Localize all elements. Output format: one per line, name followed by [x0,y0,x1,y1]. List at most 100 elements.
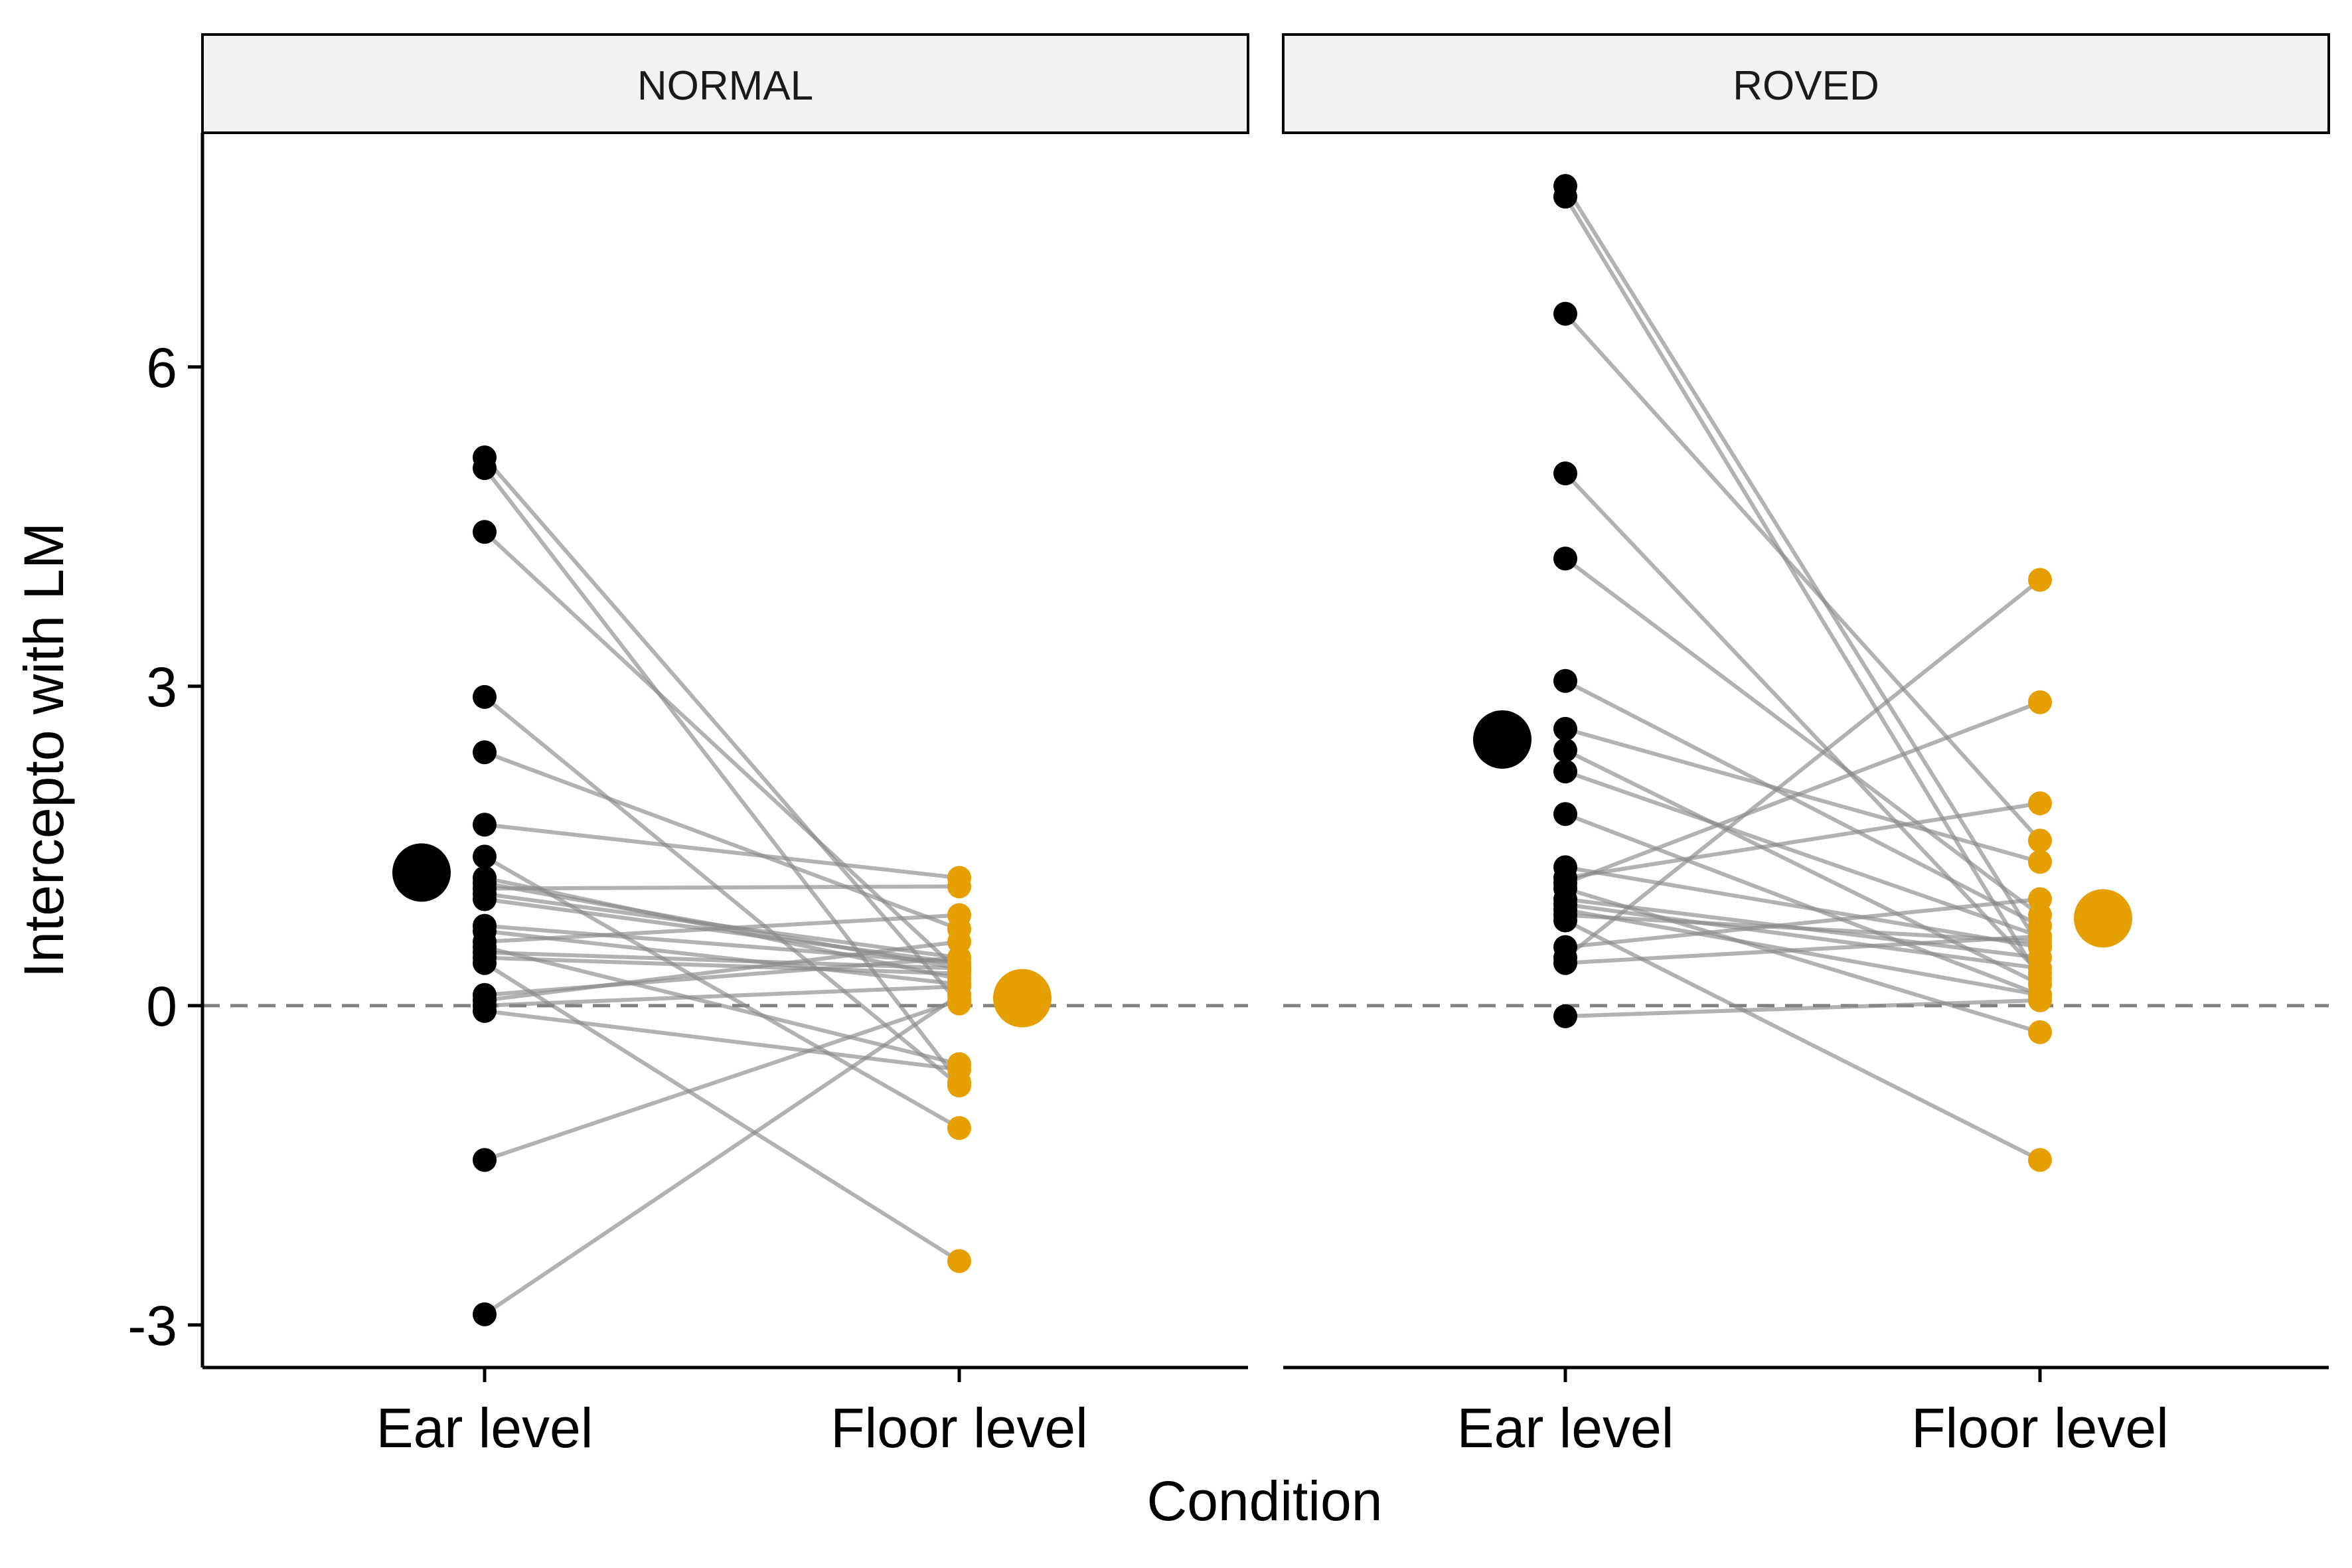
pair-line [1563,195,2042,980]
ear-level-point [1553,1004,1577,1028]
pair-line [484,929,960,986]
ear-level-point [473,998,497,1023]
ear-level-point [473,456,497,481]
pair-line [1565,902,2041,971]
floor-level-point [2028,690,2052,714]
pair-line [483,456,961,1005]
y-tick-label: 6 [146,337,177,399]
facet-strip-label: ROVED [1733,63,1879,109]
pair-line [484,945,960,1066]
pair-line [1565,934,2041,965]
ear-level-point [473,887,497,911]
floor-level-point [2028,828,2052,853]
floor-level-point [2028,887,2052,911]
y-axis-title: Intercepto with LM [13,522,75,978]
floor-level-point [2028,956,2052,980]
ear-level-point [1553,301,1577,326]
pair-line [483,467,961,1084]
ear-level-point [1553,668,1577,693]
pair-line [1563,472,2042,975]
pair-line [1565,865,2041,949]
ear-level-point [473,684,497,709]
facet-strip-label: NORMAL [637,63,813,109]
pair-line [484,998,960,1162]
pair-line [484,984,960,1008]
x-tick-label: Floor level [1911,1397,2168,1459]
floor-level-point [947,874,971,899]
ear-level-point [473,844,497,869]
pair-line [484,923,960,965]
floor-level-point [947,929,971,954]
y-tick-label: 0 [146,975,177,1038]
pair-line [484,955,960,976]
floor-level-point [2028,924,2052,949]
ear-level-point [1553,908,1577,933]
y-tick-label: 3 [146,656,177,718]
pair-line [483,854,961,1130]
pair-line [1563,312,2042,842]
pair-line [484,892,960,960]
ear-level-point [473,740,497,765]
pair-line [484,823,960,880]
pair-line [1564,556,2041,917]
pair-line [1565,998,2041,1018]
floor-level-point [2028,988,2052,1012]
floor-level-point [2028,791,2052,816]
pair-line [1564,748,2041,986]
pair-line [1565,727,2041,864]
panel-roved: ROVED [1282,33,2330,1172]
pair-line [483,993,961,1316]
pair-line [1563,185,2042,949]
pair-line [1565,907,2041,997]
x-tick-label: Ear level [1457,1397,1674,1459]
floor-level-point [947,982,971,1007]
floor-level-mean-point [993,969,1052,1028]
x-tick-label: Floor level [830,1397,1087,1459]
pair-line [1565,886,2041,1034]
pair-line [484,913,960,944]
pair-line [1564,812,2041,997]
pair-line [484,1008,960,1072]
x-tick-label: Ear level [376,1397,593,1459]
ear-level-point [1553,185,1577,209]
ear-level-point [1553,738,1577,762]
ear-level-point [1553,802,1577,826]
ear-level-point [473,951,497,975]
floor-level-mean-point [2074,889,2132,948]
ear-level-point [473,813,497,837]
facet-strip [1282,33,2330,134]
ear-level-point [1553,546,1577,571]
pair-line [484,884,960,891]
ear-level-mean-point [1473,710,1531,769]
pair-line [1564,578,2041,960]
floor-level-point [947,903,971,927]
axis-layer: Ear level Floor level Ear level Floor level… [127,133,2329,1459]
pair-line [483,750,961,931]
facet-strip [201,33,1249,134]
panels-layer: NORMAL ROVED [201,33,2330,1326]
floor-level-point [947,1058,971,1082]
ear-level-point [1553,759,1577,784]
pair-line [484,939,960,1002]
floor-level-point [2028,850,2052,874]
ear-level-point [1553,951,1577,975]
floor-level-point [2028,1020,2052,1044]
ear-level-mean-point [392,843,451,902]
x-axis-title: Condition [1147,1470,1383,1532]
pair-line [1565,897,2041,949]
pair-line [1564,700,2041,886]
y-tick-label: -3 [127,1294,177,1357]
floor-level-point [2028,1148,2052,1172]
floor-level-point [2028,568,2052,592]
ear-level-point [1553,461,1577,486]
pair-line [483,961,961,1263]
pair-line [483,695,961,1087]
ear-level-point [473,520,497,544]
ear-level-point [473,1148,497,1172]
floor-level-point [947,1249,971,1273]
ear-level-point [473,1302,497,1326]
panel-normal: NORMAL [201,33,1249,1326]
ear-level-point [1553,716,1577,741]
